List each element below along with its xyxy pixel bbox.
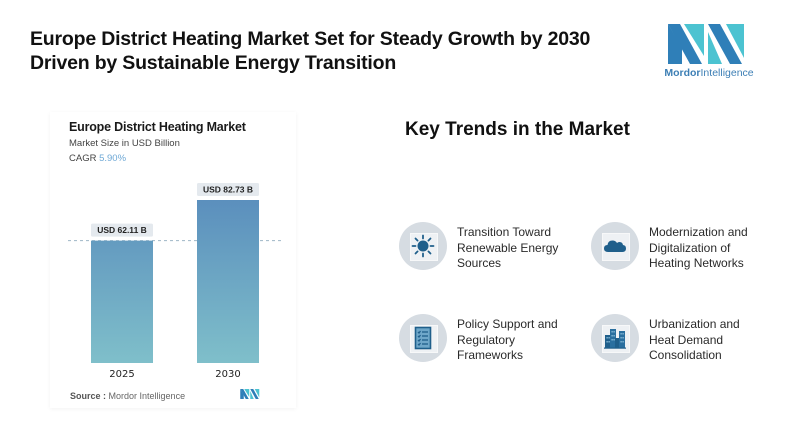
trend-label: Transition Toward Renewable Energy Sourc… — [457, 225, 597, 272]
cloud-icon — [604, 240, 626, 252]
trend-label: Modernization and Digitalization of Heat… — [649, 225, 789, 272]
trend-label-line: Urbanization and — [649, 317, 740, 331]
trend-label-line: Policy Support and — [457, 317, 558, 331]
trend-label-line: Transition Toward — [457, 225, 552, 239]
source-value: Mordor Intelligence — [108, 391, 186, 401]
cagr-label: CAGR — [69, 153, 97, 164]
chart-source: Source : Mordor Intelligence — [70, 391, 185, 401]
cagr-value: 5.90% — [99, 153, 127, 164]
logo-text: MordorIntelligence — [664, 67, 754, 79]
trend-item-renewable: Transition Toward Renewable Energy Sourc… — [399, 222, 589, 282]
trend-icon-circle — [399, 222, 447, 270]
chart-cagr: CAGR 5.90% — [69, 153, 126, 164]
page-title-line-1: Europe District Heating Market Set for S… — [30, 28, 591, 50]
data-label: USD 82.73 B — [203, 185, 253, 195]
chart-title: Europe District Heating Market — [69, 120, 246, 134]
data-label: USD 62.11 B — [97, 225, 147, 235]
trend-item-policy: Policy Support and Regulatory Frameworks — [399, 314, 589, 374]
page-title-line-2: Driven by Sustainable Energy Transition — [30, 52, 397, 74]
trend-label-line: Consolidation — [649, 348, 722, 362]
trend-label: Urbanization and Heat Demand Consolidati… — [649, 317, 789, 364]
trend-label-line: Renewable Energy — [457, 240, 559, 255]
checklist-icon — [414, 326, 432, 350]
mi-logo-icon — [668, 24, 744, 64]
trend-icon-circle — [591, 222, 639, 270]
chart-subtitle: Market Size in USD Billion — [69, 138, 180, 149]
trend-item-digitalization: Modernization and Digitalization of Heat… — [591, 222, 781, 282]
trend-label-line: Heating Networks — [649, 256, 744, 270]
trend-label-line: Digitalization of — [649, 240, 731, 255]
trend-label-line: Modernization and — [649, 225, 748, 239]
trend-label-line: Sources — [457, 256, 502, 270]
sun-icon — [411, 234, 435, 258]
mordor-intelligence-logo: MordorIntelligence — [664, 24, 754, 84]
trend-label-line: Regulatory — [457, 332, 516, 347]
x-tick-label: 2030 — [215, 369, 240, 380]
data-label-bg — [197, 183, 259, 196]
buildings-icon — [604, 329, 626, 349]
trend-label: Policy Support and Regulatory Frameworks — [457, 317, 597, 364]
logo-text-rest: Intelligence — [700, 67, 754, 79]
bar-2030 — [197, 200, 259, 363]
bar-2025 — [91, 240, 153, 363]
x-tick-label: 2025 — [109, 369, 134, 380]
page-title: Europe District Heating Market Set for S… — [30, 27, 630, 75]
trend-icon-circle — [399, 314, 447, 362]
key-trends-title: Key Trends in the Market — [405, 119, 630, 140]
data-label-bg — [91, 223, 153, 237]
trend-icon-circle — [591, 314, 639, 362]
mi-small-logo-icon — [240, 389, 260, 399]
trend-label-line: Frameworks — [457, 348, 524, 362]
trend-label-line: Heat Demand — [649, 332, 724, 347]
chart-card: Europe District Heating Market Market Si… — [50, 112, 296, 408]
bar-chart: USD 62.11 B 2025 USD 82.73 B 2030 — [68, 183, 284, 380]
trend-item-urbanization: Urbanization and Heat Demand Consolidati… — [591, 314, 781, 374]
source-label: Source : — [70, 391, 107, 401]
logo-text-bold: Mordor — [664, 67, 701, 79]
